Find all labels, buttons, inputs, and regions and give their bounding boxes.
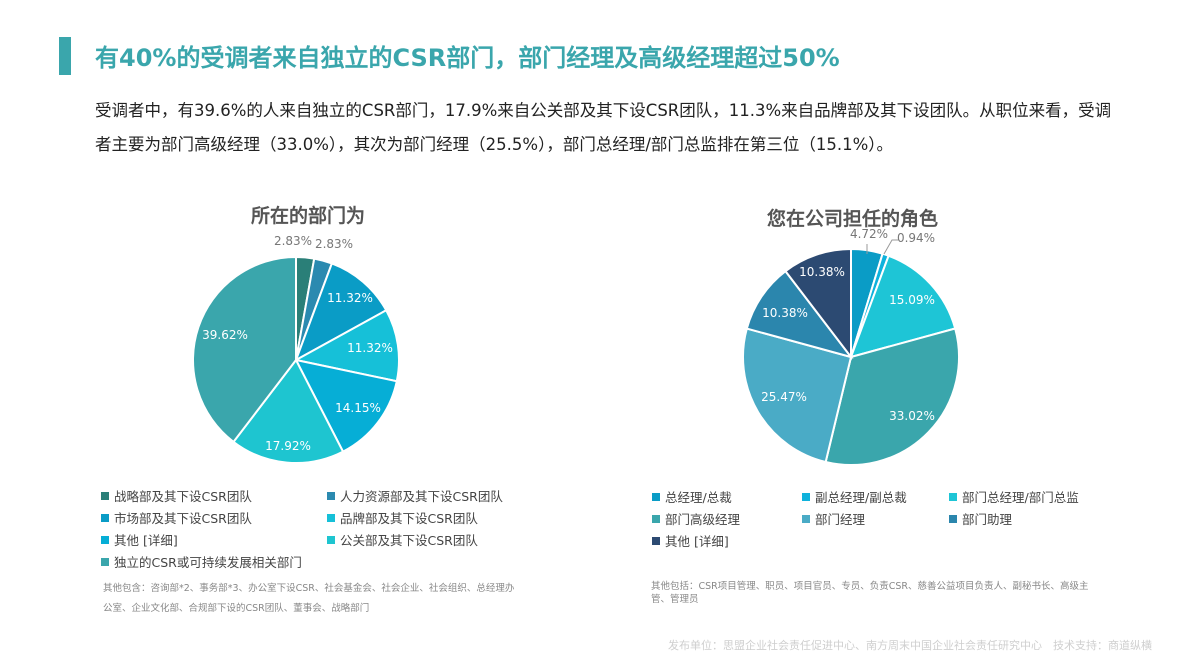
pie-slice: [849, 254, 957, 359]
pie-slice: [294, 358, 398, 453]
legend-label: 部门经理: [815, 512, 866, 527]
slice-label: 33.02%: [889, 409, 935, 423]
legend-swatch-icon: [802, 514, 810, 523]
slice-label: 11.32%: [327, 291, 373, 305]
left-pie-chart: 2.83% 2.83% 11.32% 11.32% 14.15% 17.92% 39.62%: [192, 234, 400, 464]
pie-slice: [232, 358, 345, 464]
legend-label: 部门总经理/部门总监: [962, 490, 1079, 505]
left-chart-note: 其他包含：咨询部*2、事务部*3、办公室下设CSR、社会基金会、社会企业、社会组…: [103, 583, 515, 614]
legend-swatch-icon: [949, 514, 957, 523]
right-legend-item[interactable]: 部门高级经理: [652, 509, 740, 528]
legend-swatch-icon: [802, 492, 810, 501]
left-legend-item[interactable]: 战略部及其下设CSR团队: [101, 486, 252, 505]
legend-label: 副总经理/副总裁: [815, 490, 907, 505]
slice-label: 10.38%: [762, 306, 808, 320]
slice-label: 4.72%: [850, 227, 888, 241]
legend-label: 品牌部及其下设CSR团队: [340, 511, 478, 526]
left-chart-title: 所在的部门为: [251, 205, 366, 227]
left-legend-item[interactable]: 品牌部及其下设CSR团队: [327, 508, 478, 527]
pie-slice: [824, 327, 960, 466]
legend-swatch-icon: [652, 514, 660, 523]
page-title: 有40%的受调者来自独立的CSR部门，部门经理及高级经理超过50%: [95, 44, 840, 72]
legend-swatch-icon: [327, 513, 335, 522]
legend-label: 其他 [详细]: [665, 534, 729, 549]
legend-swatch-icon: [327, 491, 335, 500]
right-chart-note: 其他包括：CSR项目管理、职员、项目官员、专员、负责CSR、慈善公益项目负责人、…: [651, 581, 1089, 605]
legend-swatch-icon: [327, 535, 335, 544]
pie-slice: [784, 247, 852, 360]
legend-swatch-icon: [101, 557, 109, 566]
legend-swatch-icon: [652, 492, 660, 501]
legend-label: 独立的CSR或可持续发展相关部门: [114, 555, 302, 570]
legend-label: 战略部及其下设CSR团队: [114, 489, 252, 504]
legend-swatch-icon: [101, 491, 109, 500]
title-accent-bar: [59, 37, 71, 75]
legend-swatch-icon: [101, 535, 109, 544]
pie-slice: [742, 327, 853, 464]
pie-slice: [294, 262, 388, 363]
slice-label: 25.47%: [761, 390, 807, 404]
slice-label: 15.09%: [889, 293, 935, 307]
summary-paragraph: 受调者中，有39.6%的人来自独立的CSR部门，17.9%来自公关部及其下设CS…: [95, 101, 1112, 154]
footer-credits: 发布单位：思盟企业社会责任促进中心、南方周末中国企业社会责任研究中心 技术支持：…: [668, 639, 1152, 652]
right-legend-item[interactable]: 部门经理: [802, 509, 865, 528]
legend-swatch-icon: [652, 536, 660, 545]
right-legend-item[interactable]: 部门总经理/部门总监: [949, 487, 1079, 506]
legend-label: 部门高级经理: [665, 512, 741, 527]
slice-label: 17.92%: [265, 439, 311, 453]
legend-label: 其他 [详细]: [114, 533, 178, 548]
left-legend-item[interactable]: 其他 [详细]: [101, 530, 178, 549]
slice-label: 11.32%: [347, 341, 393, 355]
legend-swatch-icon: [101, 513, 109, 522]
pie-slice: [192, 255, 297, 444]
right-legend-item[interactable]: 其他 [详细]: [652, 531, 729, 550]
right-legend-item[interactable]: 副总经理/副总裁: [802, 487, 907, 506]
slice-label: 10.38%: [799, 265, 845, 279]
legend-label: 总经理/总裁: [665, 490, 732, 505]
pie-slice: [293, 308, 400, 383]
right-legend-item[interactable]: 部门助理: [949, 509, 1012, 528]
slice-label: 2.83%: [274, 234, 312, 248]
pie-slice: [745, 269, 854, 359]
legend-swatch-icon: [949, 492, 957, 501]
slice-label: 39.62%: [202, 328, 248, 342]
slice-label: 2.83%: [315, 237, 353, 251]
left-legend-item[interactable]: 独立的CSR或可持续发展相关部门: [101, 552, 302, 571]
slice-label: 0.94%: [897, 231, 935, 245]
right-pie-chart: 4.72% 0.94% 15.09% 33.02% 25.47% 10.38% 10.38%: [742, 227, 960, 466]
left-legend-item[interactable]: 公关部及其下设CSR团队: [327, 530, 478, 549]
left-legend-item[interactable]: 人力资源部及其下设CSR团队: [327, 486, 503, 505]
legend-label: 公关部及其下设CSR团队: [340, 533, 478, 548]
legend-label: 市场部及其下设CSR团队: [114, 511, 252, 526]
legend-label: 人力资源部及其下设CSR团队: [340, 489, 503, 504]
slice-label: 14.15%: [335, 401, 381, 415]
left-legend-item[interactable]: 市场部及其下设CSR团队: [101, 508, 252, 527]
right-chart-title: 您在公司担任的角色: [767, 208, 939, 230]
right-legend-item[interactable]: 总经理/总裁: [652, 487, 732, 506]
legend-label: 部门助理: [962, 512, 1013, 527]
